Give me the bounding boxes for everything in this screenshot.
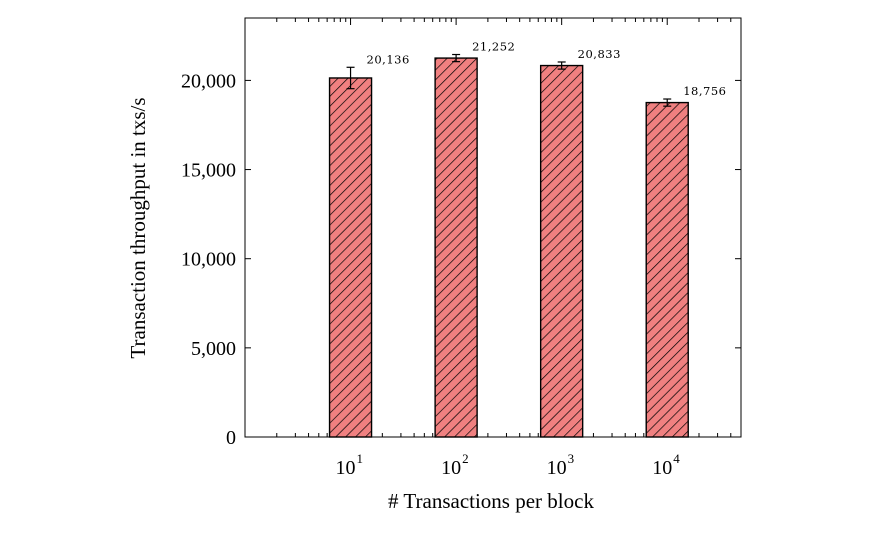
bars-group: 20,136 21,252 20,833 18,756 (328, 40, 726, 438)
bar (645, 101, 689, 438)
bar (434, 57, 478, 438)
data-label: 20,136 (367, 52, 410, 66)
data-label: 21,252 (472, 40, 515, 54)
y-axis-ticks: 0 5,000 10,000 15,000 20,000 (181, 70, 741, 449)
x-axis-ticks: 10 1 10 2 10 3 10 4 (336, 451, 681, 479)
x-axis-title: # Transactions per block (388, 489, 594, 513)
y-tick-label: 5,000 (191, 338, 236, 360)
x-tick-label-exponent: 3 (568, 451, 575, 466)
x-tick-label: 10 2 (441, 451, 469, 479)
x-tick-label-exponent: 2 (462, 451, 469, 466)
x-tick-label: 10 3 (547, 451, 575, 479)
plot-frame (244, 17, 742, 438)
bar (328, 77, 373, 438)
x-tick-label: 10 1 (336, 451, 364, 479)
x-tick-label-base: 10 (441, 457, 461, 479)
x-tick-label-base: 10 (652, 457, 672, 479)
x-tick-label-base: 10 (336, 457, 356, 479)
x-tick-label-base: 10 (547, 457, 567, 479)
x-tick-label-exponent: 1 (357, 451, 364, 466)
data-label: 18,756 (683, 84, 726, 98)
x-tick-label: 10 4 (652, 451, 680, 479)
data-label: 20,833 (578, 47, 621, 61)
y-tick-label: 15,000 (181, 160, 236, 182)
bar (539, 64, 584, 438)
y-axis-title: Transaction throughput in txs/s (126, 97, 150, 358)
y-tick-label: 10,000 (181, 249, 236, 271)
y-tick-label: 0 (226, 427, 236, 449)
x-tick-label-exponent: 4 (673, 451, 680, 466)
y-tick-label: 20,000 (181, 70, 236, 92)
